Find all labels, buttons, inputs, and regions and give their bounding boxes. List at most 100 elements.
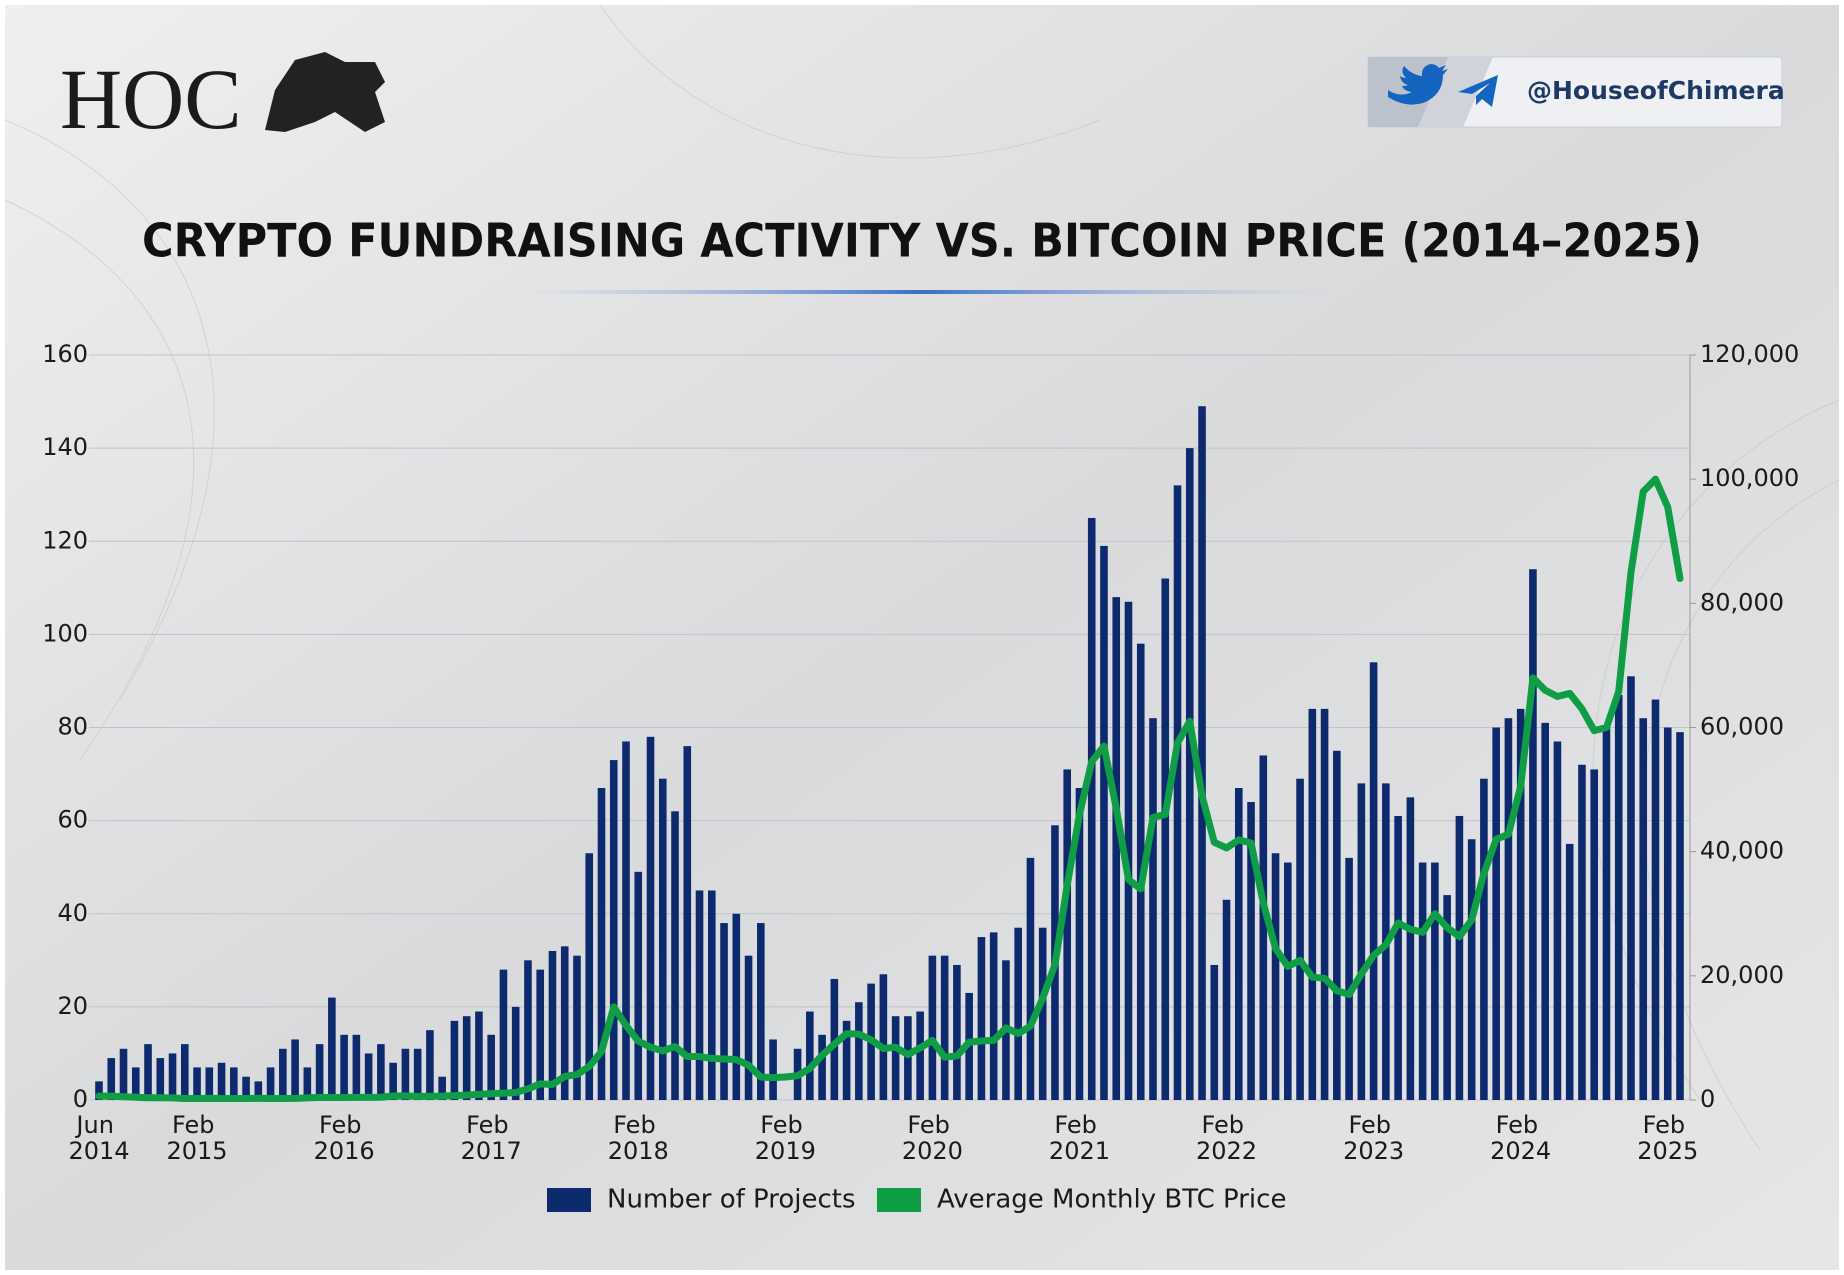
bar — [1663, 727, 1672, 1100]
logo-emblem — [265, 52, 385, 132]
y-tick-label: 120 — [42, 526, 88, 554]
bar — [279, 1048, 287, 1100]
x-tick-label: Feb 2018 — [608, 1111, 669, 1165]
bar — [1578, 764, 1586, 1100]
bar — [1333, 750, 1341, 1100]
bar — [732, 913, 741, 1100]
bar — [757, 923, 765, 1100]
bar — [707, 890, 716, 1100]
bar — [499, 969, 508, 1100]
bar — [536, 969, 545, 1100]
bar — [1222, 899, 1231, 1100]
bar — [1185, 448, 1194, 1100]
bar — [1271, 853, 1280, 1100]
bar — [438, 1076, 446, 1100]
telegram-icon — [1458, 75, 1498, 107]
x-tick-label: Feb 2017 — [461, 1111, 522, 1165]
bar — [879, 974, 888, 1100]
bar — [1345, 857, 1353, 1100]
bar — [1173, 485, 1182, 1100]
x-tick-label: Feb 2025 — [1637, 1111, 1698, 1165]
y2-tick-label: 60,000 — [1700, 713, 1784, 741]
x-tick-label: Feb 2021 — [1049, 1111, 1110, 1165]
bar — [548, 951, 557, 1100]
bar — [806, 1011, 814, 1100]
bar — [1100, 545, 1108, 1100]
bar — [1602, 727, 1611, 1100]
handle: @HouseofChimera — [1527, 76, 1785, 105]
y2-tick-label: 40,000 — [1700, 837, 1784, 865]
bar — [1320, 708, 1329, 1100]
bar — [266, 1067, 275, 1100]
bar — [1369, 662, 1378, 1100]
bar — [1149, 718, 1157, 1100]
bar — [1198, 406, 1206, 1100]
y2-tick-label: 80,000 — [1700, 588, 1784, 616]
bar — [1063, 769, 1072, 1100]
bar — [622, 741, 630, 1100]
bar — [585, 853, 594, 1100]
bar — [401, 1048, 410, 1100]
bar — [1161, 578, 1170, 1100]
bar — [1455, 815, 1464, 1100]
bar — [609, 760, 618, 1100]
legend-swatch — [547, 1188, 591, 1212]
legend-label: Average Monthly BTC Price — [937, 1185, 1286, 1215]
bar — [1614, 694, 1623, 1100]
bar — [242, 1076, 250, 1100]
bar — [769, 1039, 777, 1100]
bar — [217, 1062, 226, 1100]
bar — [487, 1034, 495, 1100]
bar — [1087, 517, 1096, 1100]
title-rule — [520, 290, 1324, 294]
bar — [1590, 769, 1599, 1100]
bar — [1259, 755, 1268, 1100]
y-tick-label: 20 — [57, 992, 88, 1020]
bar — [144, 1044, 152, 1100]
bar — [389, 1062, 397, 1100]
bar — [511, 1006, 520, 1100]
bar — [205, 1067, 214, 1100]
legend-swatch — [877, 1188, 921, 1212]
bar — [989, 932, 998, 1100]
y2-tick-label: 20,000 — [1700, 961, 1784, 989]
bar — [1418, 862, 1427, 1100]
bar — [1124, 601, 1133, 1100]
bar — [462, 1016, 471, 1100]
bar — [426, 1030, 434, 1100]
bar — [818, 1034, 826, 1100]
bar — [940, 955, 949, 1100]
bar — [364, 1053, 373, 1100]
bar — [1676, 732, 1684, 1100]
bar — [193, 1067, 201, 1100]
bar — [1529, 569, 1537, 1100]
y2-tick-label: 100,000 — [1700, 464, 1799, 492]
bar — [1112, 597, 1121, 1100]
bar — [1284, 862, 1292, 1100]
y-tick-label: 160 — [42, 340, 88, 368]
bar — [131, 1067, 140, 1100]
bar — [1038, 927, 1047, 1100]
y-tick-label: 40 — [57, 899, 88, 927]
bar — [1480, 778, 1488, 1100]
bar — [413, 1048, 422, 1100]
line — [95, 475, 1684, 1103]
bar — [156, 1058, 165, 1100]
bar — [720, 923, 728, 1100]
bar — [560, 946, 569, 1100]
bar — [291, 1039, 299, 1100]
x-tick-label: Feb 2015 — [167, 1111, 228, 1165]
bar — [695, 890, 704, 1100]
bar — [1210, 964, 1219, 1100]
x-tick-label: Feb 2020 — [902, 1111, 963, 1165]
bar — [1651, 699, 1660, 1100]
y2-tick-label: 120,000 — [1700, 340, 1799, 368]
bar — [634, 871, 643, 1100]
bar — [597, 788, 606, 1100]
bar — [916, 1011, 924, 1100]
y-tick-label: 140 — [42, 433, 88, 461]
x-tick-label: Jun 2014 — [68, 1111, 129, 1165]
bar — [1026, 857, 1035, 1100]
